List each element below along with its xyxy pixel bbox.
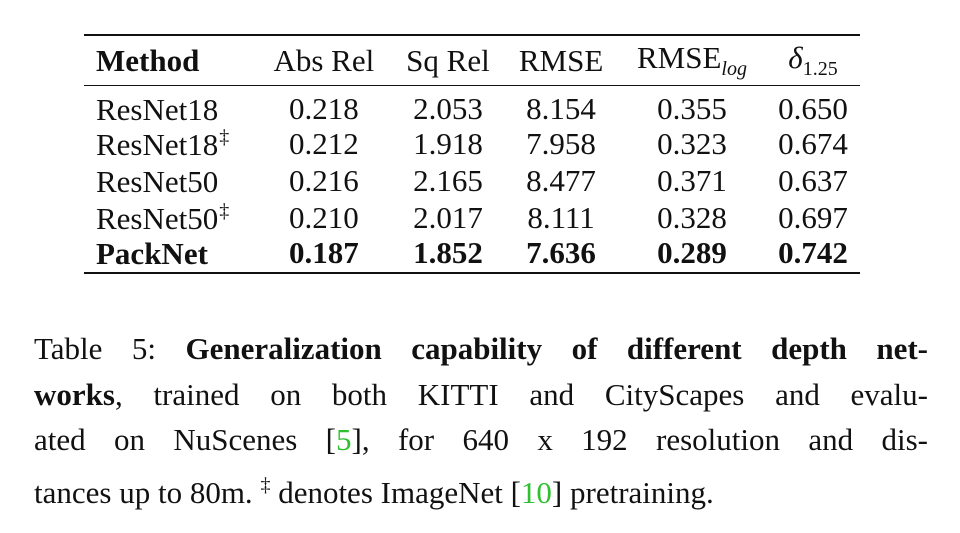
header-sq-rel: Sq Rel	[391, 34, 505, 86]
method-name: ResNet50	[96, 200, 219, 236]
caption-text-2a: ated on NuScenes [	[34, 422, 337, 457]
cell-delta: 0.650	[778, 90, 848, 126]
header-delta-symbol: δ	[788, 39, 803, 75]
cell-sq-rel: 2.053	[413, 90, 483, 126]
cell-rmse: 8.477	[526, 162, 596, 198]
caption-bold-title-2: works	[34, 376, 115, 412]
caption-line-1: Table 5: Generalization capability of di…	[34, 326, 928, 372]
table-row: ResNet18‡ 0.212 1.918 7.958 0.323 0.674	[84, 125, 860, 162]
citation-link-10[interactable]: 10	[520, 474, 552, 510]
cell-rmse-log: 0.289	[617, 235, 767, 274]
cell-rmse: 7.636	[504, 235, 618, 274]
cell-sq-rel: 2.165	[413, 162, 483, 198]
method-name: ResNet18	[96, 126, 219, 162]
cell-delta: 0.637	[778, 162, 848, 198]
cell-rmse-log: 0.328	[657, 199, 727, 235]
method-name: ResNet50	[96, 163, 219, 199]
cell-rmse: 8.154	[526, 90, 596, 126]
row-method: ResNet50‡	[84, 199, 256, 236]
method-name: PackNet	[96, 235, 208, 271]
header-method: Method	[84, 34, 256, 86]
caption-text-3c: ] pretraining.	[551, 474, 714, 510]
header-rmse-log-subscript: log	[721, 57, 747, 80]
cell-abs-rel: 0.212	[288, 125, 359, 161]
header-row: Method Abs Rel Sq Rel RMSE RMSElog δ1.25	[84, 34, 860, 86]
caption-text-3a: tances up to 80m.	[34, 474, 253, 510]
cell-abs-rel: 0.218	[288, 90, 359, 126]
header-delta: δ1.25	[766, 34, 860, 86]
caption-text-3b: denotes ImageNet [	[278, 474, 521, 510]
cell-abs-rel: 0.210	[288, 199, 359, 235]
dagger-mark: ‡	[219, 125, 230, 148]
row-method: ResNet18‡	[84, 125, 256, 162]
cell-sq-rel: 2.017	[413, 199, 483, 235]
cell-rmse-log: 0.371	[657, 162, 727, 198]
cell-sq-rel: 1.918	[413, 125, 483, 161]
cell-abs-rel: 0.216	[288, 162, 359, 198]
table-row-best: PackNet 0.187 1.852 7.636 0.289 0.742	[84, 235, 860, 274]
caption-text-2b: ], for 640 x 192 resolution and dis-	[351, 422, 928, 457]
caption-dagger: ‡	[260, 473, 271, 496]
table-row: ResNet50 0.216 2.165 8.477 0.371 0.637	[84, 162, 860, 199]
cell-delta: 0.674	[778, 125, 848, 161]
citation-link-5[interactable]: 5	[336, 422, 352, 457]
cell-rmse-log: 0.323	[657, 125, 727, 161]
cell-rmse: 7.958	[526, 125, 596, 161]
caption-text-1: , trained on both KITTI and CityScapes a…	[114, 376, 928, 412]
dagger-mark: ‡	[219, 199, 230, 222]
cell-delta: 0.742	[766, 235, 860, 274]
table-row: ResNet50‡ 0.210 2.017 8.111 0.328 0.697	[84, 199, 860, 236]
cell-rmse-log: 0.355	[657, 90, 727, 126]
header-delta-subscript: 1.25	[802, 57, 838, 80]
caption-line-2: works, trained on both KITTI and CitySca…	[34, 372, 928, 418]
caption-line-4: tances up to 80m. ‡ denotes ImageNet [10…	[34, 463, 928, 510]
method-name: ResNet18	[96, 91, 219, 127]
caption-bold-title-1: Generalization capability of different d…	[185, 331, 929, 366]
cell-sq-rel: 1.852	[391, 235, 505, 274]
header-rmse-log-base: RMSE	[636, 39, 722, 75]
table-header: Method Abs Rel Sq Rel RMSE RMSElog δ1.25	[84, 34, 860, 86]
header-abs-rel: Abs Rel	[256, 34, 392, 86]
results-table-container: Method Abs Rel Sq Rel RMSE RMSElog δ1.25…	[84, 34, 860, 274]
table-row: ResNet18 0.218 2.053 8.154 0.355 0.650	[84, 85, 860, 125]
row-method: ResNet50	[84, 162, 256, 199]
table-body: ResNet18 0.218 2.053 8.154 0.355 0.650 R…	[84, 85, 860, 274]
header-rmse: RMSE	[504, 34, 618, 86]
results-table: Method Abs Rel Sq Rel RMSE RMSElog δ1.25…	[84, 34, 860, 274]
row-method: PackNet	[84, 235, 256, 274]
row-method: ResNet18	[84, 85, 256, 125]
cell-delta: 0.697	[778, 199, 848, 235]
caption-line-3: ated on NuScenes [5], for 640 x 192 reso…	[34, 417, 928, 463]
cell-abs-rel: 0.187	[256, 235, 392, 274]
header-rmse-log: RMSElog	[617, 34, 767, 86]
table-caption: Table 5: Generalization capability of di…	[34, 326, 928, 510]
caption-label: Table 5:	[34, 331, 156, 366]
cell-rmse: 8.111	[527, 199, 595, 235]
